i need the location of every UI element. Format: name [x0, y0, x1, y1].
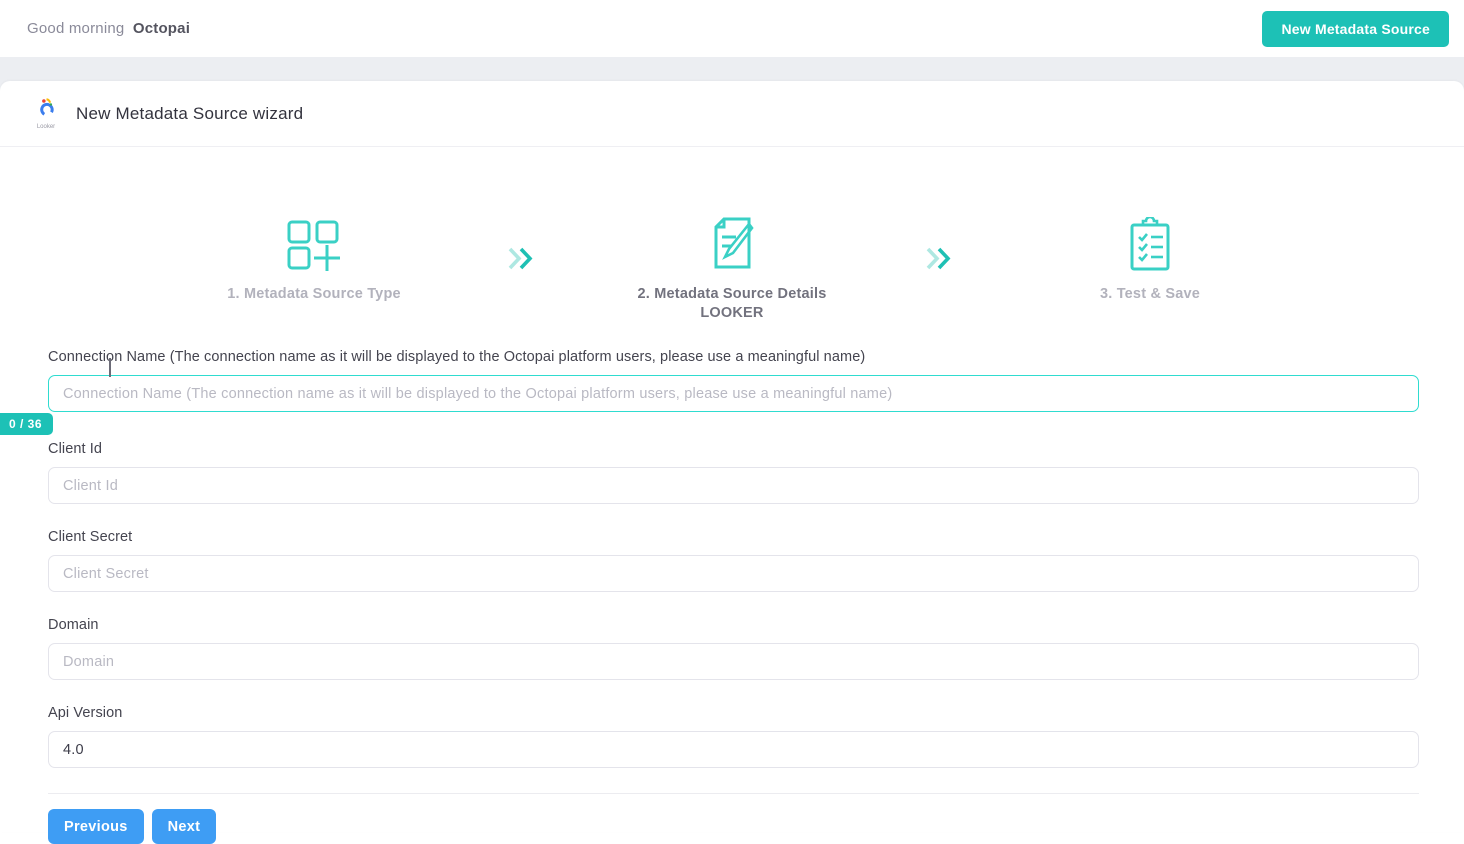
edit-note-icon	[707, 215, 757, 271]
connection-name-field: Connection Name (The connection name as …	[48, 349, 1419, 412]
text-caret	[109, 358, 111, 377]
new-metadata-source-button[interactable]: New Metadata Source	[1262, 10, 1449, 47]
wizard-actions: Previous Next	[48, 809, 1419, 844]
domain-label: Domain	[48, 617, 99, 633]
greeting-text: Good morning Octopai	[27, 20, 190, 37]
username: Octopai	[132, 20, 191, 37]
step-separator-chevron-icon	[492, 215, 554, 271]
top-bar: Good morning Octopai New Metadata Source	[0, 0, 1464, 57]
step-metadata-source-type[interactable]: 1. Metadata Source Type	[136, 215, 492, 304]
domain-field: Domain	[48, 617, 1419, 680]
client-id-label: Client Id	[48, 441, 103, 457]
api-version-field: Api Version	[48, 705, 1419, 768]
step-1-label: 1. Metadata Source Type	[227, 286, 401, 302]
wizard-header: Looker New Metadata Source wizard	[0, 81, 1464, 147]
clipboard-check-icon	[1127, 215, 1173, 271]
grid-plus-icon	[286, 215, 342, 271]
step-separator-chevron-icon	[910, 215, 972, 271]
client-id-input[interactable]	[48, 467, 1419, 504]
previous-button[interactable]: Previous	[48, 809, 144, 844]
connection-name-input[interactable]	[48, 375, 1419, 412]
form-divider	[48, 793, 1419, 794]
client-id-field: Client Id	[48, 441, 1419, 504]
api-version-input[interactable]	[48, 731, 1419, 768]
connection-name-label: Connection Name (The connection name as …	[48, 349, 866, 365]
greeting-label: Good morning	[27, 20, 125, 37]
client-secret-input[interactable]	[48, 555, 1419, 592]
client-secret-field: Client Secret	[48, 529, 1419, 592]
step-metadata-source-details[interactable]: 2. Metadata Source Details LOOKER	[554, 215, 910, 323]
domain-input[interactable]	[48, 643, 1419, 680]
next-button[interactable]: Next	[151, 809, 217, 844]
source-logo: Looker	[31, 97, 61, 130]
looker-logo-icon	[36, 97, 57, 123]
page-title: New Metadata Source wizard	[76, 103, 304, 123]
step-2-sublabel: LOOKER	[700, 305, 764, 321]
char-counter-badge: 0 / 36	[0, 413, 54, 435]
gray-band: Looker New Metadata Source wizard 1. Met…	[0, 57, 1464, 844]
wizard-steps: 1. Metadata Source Type	[0, 215, 1464, 323]
looker-logo-caption: Looker	[36, 124, 56, 130]
api-version-label: Api Version	[48, 705, 123, 721]
step-3-label: 3. Test & Save	[1099, 286, 1201, 302]
client-secret-label: Client Secret	[48, 529, 133, 545]
source-details-form: Connection Name (The connection name as …	[0, 323, 1464, 844]
step-2-label: 2. Metadata Source Details	[637, 286, 827, 302]
wizard-card: Looker New Metadata Source wizard 1. Met…	[0, 81, 1464, 844]
step-test-and-save[interactable]: 3. Test & Save	[972, 215, 1328, 304]
